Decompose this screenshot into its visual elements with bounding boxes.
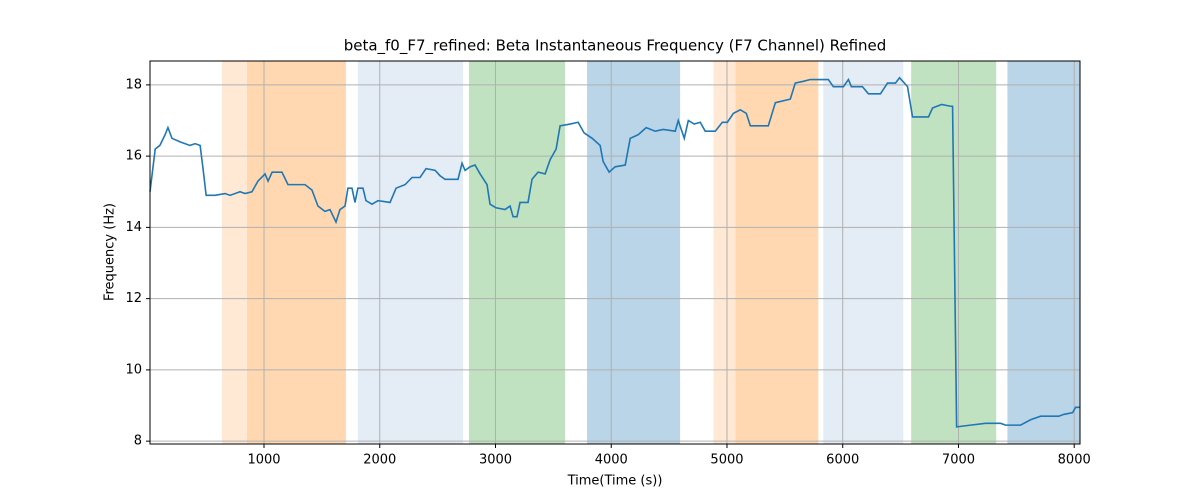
data-line bbox=[149, 76, 1080, 428]
y-tick-label: 16 bbox=[125, 149, 142, 164]
x-axis-label: Time(Time (s)) bbox=[567, 474, 663, 489]
shaded-band bbox=[1007, 61, 1080, 444]
shaded-band bbox=[713, 61, 736, 444]
y-tick-label: 10 bbox=[125, 362, 142, 377]
shaded-band bbox=[246, 61, 346, 444]
x-tick-label: 3000 bbox=[479, 453, 512, 468]
x-tick-label: 8000 bbox=[1058, 453, 1091, 468]
shaded-band bbox=[468, 61, 566, 444]
plot-frame bbox=[149, 60, 1081, 445]
x-tick-label: 5000 bbox=[710, 453, 743, 468]
shaded-band bbox=[221, 61, 247, 444]
x-tick-label: 4000 bbox=[595, 453, 628, 468]
y-tick-label: 18 bbox=[125, 77, 142, 92]
x-tick-label: 6000 bbox=[826, 453, 859, 468]
y-tick-label: 12 bbox=[125, 291, 142, 306]
shaded-band bbox=[357, 61, 463, 444]
y-tick-label: 14 bbox=[125, 220, 142, 235]
y-tick-label: 8 bbox=[134, 434, 142, 449]
x-tick-label: 1000 bbox=[247, 453, 280, 468]
x-tick-label: 7000 bbox=[942, 453, 975, 468]
shaded-band bbox=[587, 61, 681, 444]
x-tick-label: 2000 bbox=[363, 453, 396, 468]
y-axis-label: Frequency (Hz) bbox=[103, 203, 118, 301]
shaded-band bbox=[823, 61, 904, 444]
chart-title: beta_f0_F7_refined: Beta Instantaneous F… bbox=[344, 37, 887, 56]
